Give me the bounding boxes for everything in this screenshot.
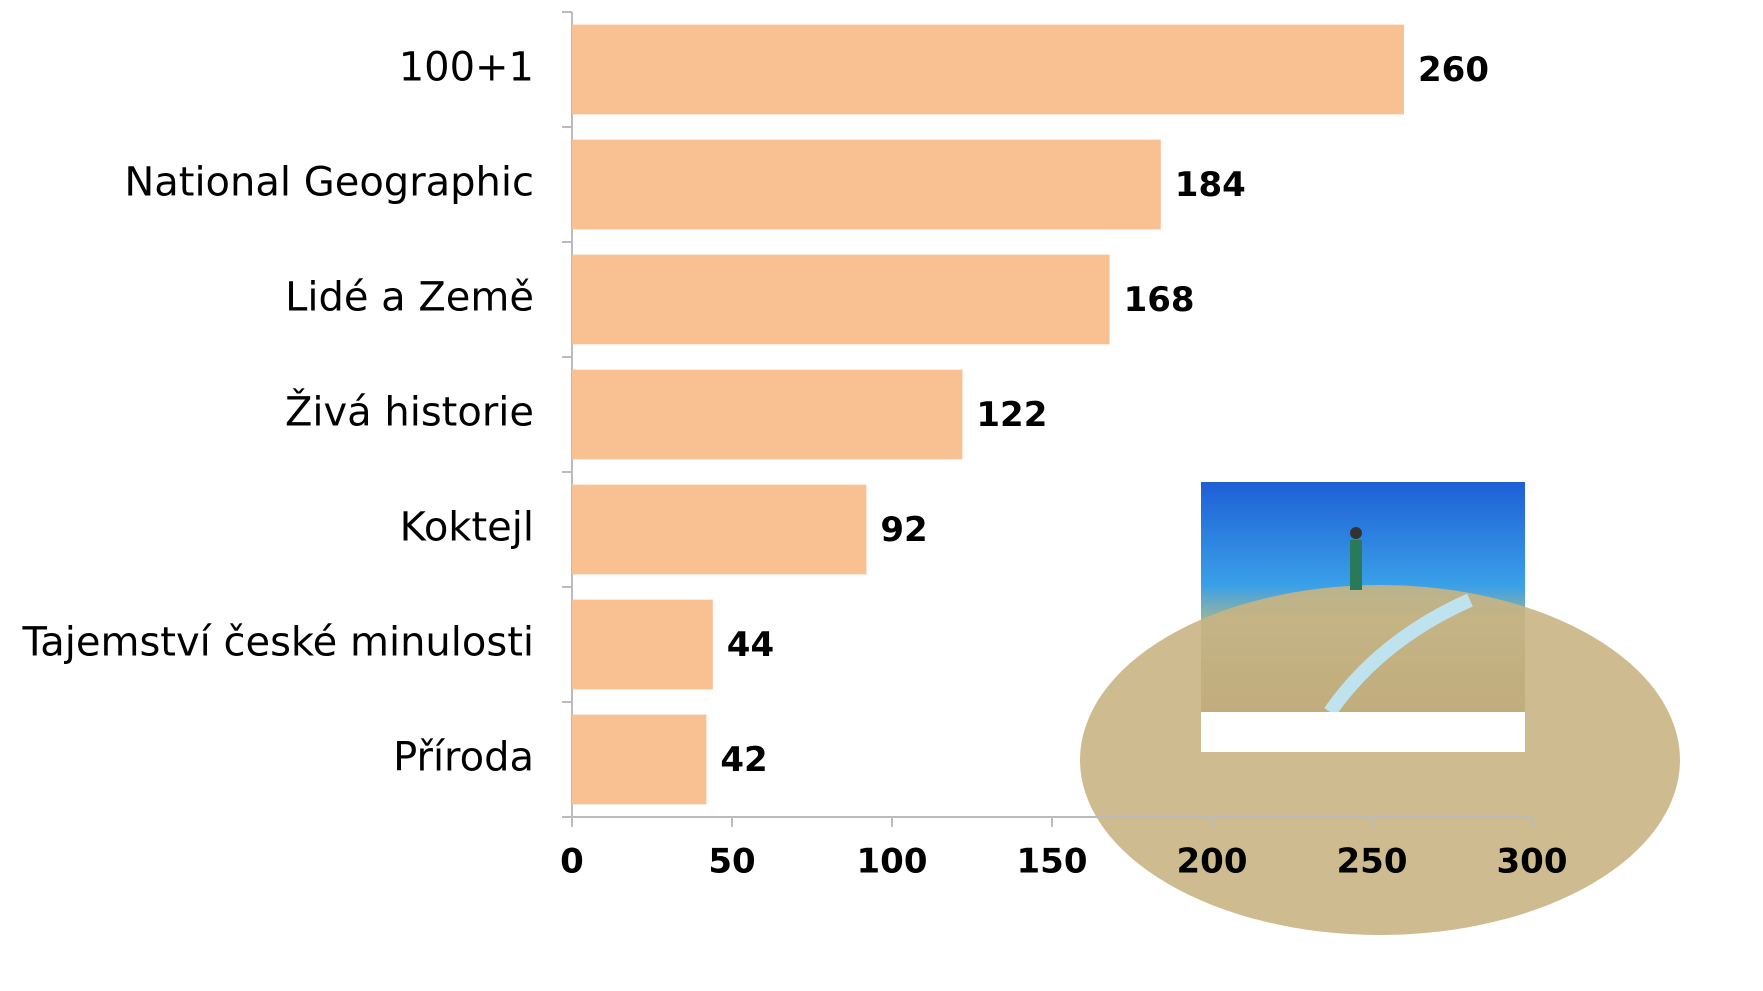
category-label: Lidé a Země xyxy=(285,275,534,321)
x-tick-label: 150 xyxy=(1017,842,1088,882)
value-label: 168 xyxy=(1124,280,1195,320)
x-tick-label: 0 xyxy=(560,842,584,882)
value-label: 42 xyxy=(720,740,767,780)
bar xyxy=(572,714,707,805)
value-label: 184 xyxy=(1175,165,1246,205)
value-label: 260 xyxy=(1418,50,1489,90)
photo xyxy=(1080,482,1680,935)
value-label: 44 xyxy=(727,625,774,665)
category-label: Živá historie xyxy=(285,388,534,436)
category-label: Příroda xyxy=(393,735,534,781)
x-tick-label: 200 xyxy=(1177,842,1248,882)
value-label: 92 xyxy=(880,510,927,550)
x-tick-label: 300 xyxy=(1497,842,1568,882)
bar xyxy=(572,369,963,460)
bar xyxy=(572,484,867,575)
x-tick-label: 100 xyxy=(857,842,928,882)
category-label: National Geographic xyxy=(124,160,534,206)
bar xyxy=(572,24,1404,115)
category-label: Tajemství české minulosti xyxy=(21,620,534,666)
x-tick-label: 50 xyxy=(708,842,755,882)
category-label: 100+1 xyxy=(399,45,534,91)
bar xyxy=(572,254,1110,345)
x-tick-label: 250 xyxy=(1337,842,1408,882)
category-label: Koktejl xyxy=(400,505,534,551)
bar xyxy=(572,139,1161,230)
bar xyxy=(572,599,713,690)
value-label: 122 xyxy=(976,395,1047,435)
